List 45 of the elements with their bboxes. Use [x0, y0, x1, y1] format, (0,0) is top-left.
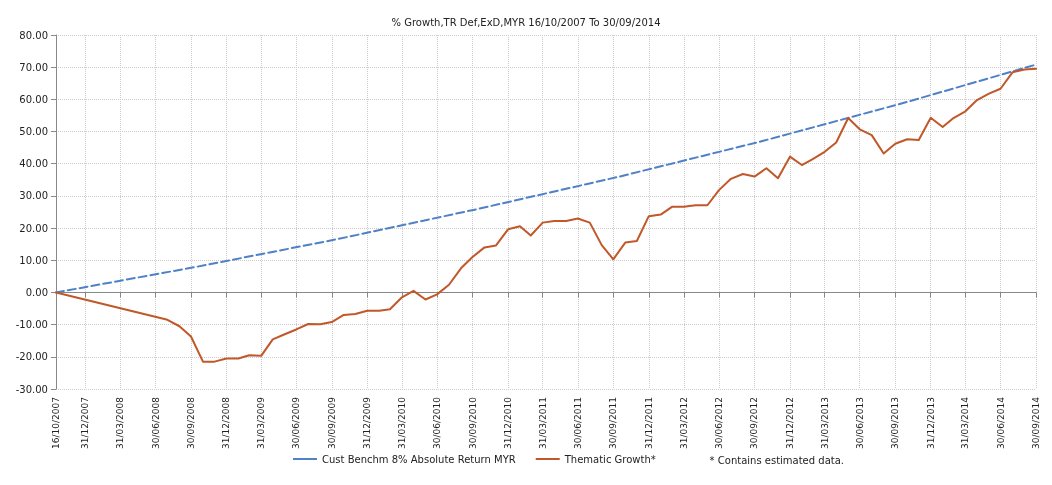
x-tick-label: 30/06/2011	[572, 397, 583, 449]
x-tick-label: 30/06/2008	[150, 396, 161, 449]
x-tick-label: 31/12/2008	[221, 396, 232, 449]
x-tick-label: 30/06/2009	[291, 396, 302, 449]
y-tick-label: -10.00	[15, 319, 48, 331]
text: * Contains estimated data.	[709, 454, 844, 466]
x-tick-label: 30/09/2011	[608, 397, 619, 449]
y-tick-label: 50.00	[19, 126, 48, 138]
x-tick-label: 31/03/2011	[537, 397, 548, 449]
x-tick-label: 31/12/2009	[362, 396, 373, 449]
x-tick-label: 30/09/2013	[890, 397, 901, 449]
y-tick-label: 80.00	[19, 29, 48, 41]
x-tick-label: 30/09/2010	[467, 396, 478, 449]
y-tick-label: 0.00	[25, 286, 48, 298]
x-tick-label: 30/09/2012	[749, 397, 760, 449]
x-tick-label: 30/06/2012	[713, 397, 724, 449]
x-tick-label: 16/10/2007	[51, 397, 61, 449]
legend-label: Cust Benchm 8% Absolute Return MYR	[322, 453, 516, 465]
x-tick-label: 30/06/2013	[854, 397, 865, 449]
y-tick-label: 30.00	[19, 190, 48, 202]
x-tick-label: 30/06/2010	[432, 396, 443, 449]
x-tick-label: 31/03/2010	[396, 396, 407, 449]
x-tick-label: 31/12/2012	[784, 397, 795, 449]
x-tick-label: 31/03/2012	[678, 397, 689, 449]
y-tick-label: 40.00	[19, 158, 48, 170]
x-tick-label: 31/03/2014	[960, 396, 971, 449]
x-tick-label: 31/12/2007	[80, 397, 91, 449]
x-tick-label: 31/03/2008	[115, 396, 126, 449]
legend-label: Thematic Growth*	[563, 453, 656, 465]
x-tick-label: 30/09/2008	[185, 396, 196, 449]
x-tick-label: 31/12/2010	[503, 396, 514, 449]
y-tick-label: 10.00	[19, 254, 48, 266]
x-tick-label: 30/09/2009	[326, 396, 337, 449]
y-tick-label: -30.00	[15, 383, 48, 395]
x-tick-label: 31/12/2013	[925, 397, 936, 449]
y-tick-label: 70.00	[19, 61, 48, 73]
x-tick-label: 31/03/2009	[256, 396, 267, 449]
y-tick-label: 20.00	[19, 222, 48, 234]
x-tick-label: 31/12/2011	[643, 397, 654, 449]
x-tick-label: 31/03/2013	[819, 397, 830, 449]
y-tick-label: -20.00	[15, 351, 48, 363]
y-tick-label: 60.00	[19, 93, 48, 105]
x-tick-label: 30/09/2014	[1031, 396, 1041, 449]
x-tick-label: 30/06/2014	[995, 396, 1006, 449]
chart-title: % Growth,TR Def,ExD,MYR 16/10/2007 To 30/09/2014	[391, 16, 661, 28]
